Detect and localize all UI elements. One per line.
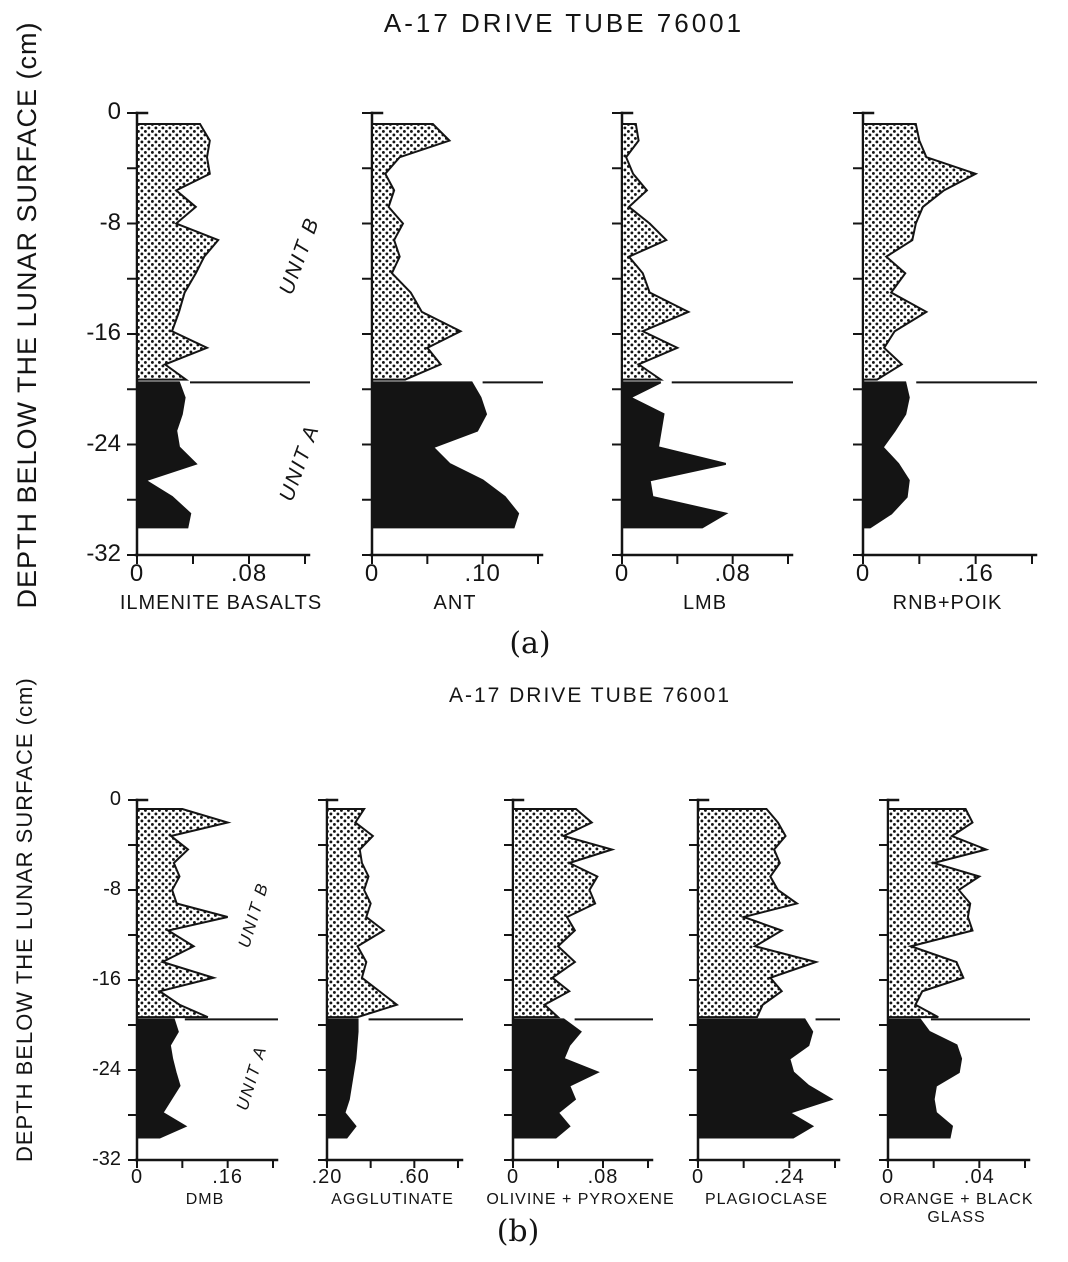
chart-x-label: DMB xyxy=(185,1191,225,1208)
unit-a-profile xyxy=(371,381,520,529)
unit-b-profile xyxy=(136,123,220,381)
depth-tick-label: -24 xyxy=(92,1057,121,1080)
unit-b-profile xyxy=(326,808,399,1019)
x-tick-label: .08 xyxy=(587,1166,619,1188)
unit-a-profile xyxy=(621,381,729,529)
chart-x-label: AGGLUTINATE xyxy=(331,1191,454,1208)
unit-b-profile xyxy=(862,123,979,381)
x-tick-label: .10 xyxy=(464,560,501,587)
chart-x-label: ORANGE + BLACK GLASS xyxy=(879,1191,1034,1227)
chart-x-label: PLAGIOCLASE xyxy=(704,1191,829,1208)
panel-b-title: A-17 DRIVE TUBE 76001 xyxy=(448,684,732,707)
panel-a-depth-axis-label: DEPTH BELOW THE LUNAR SURFACE (cm) xyxy=(12,21,42,609)
panel-b-depth-axis-label: DEPTH BELOW THE LUNAR SURFACE (cm) xyxy=(12,677,37,1162)
chart-x-label: OLIVINE + PYROXENE xyxy=(486,1191,675,1208)
depth-tick-label: -8 xyxy=(99,208,121,236)
unit-b-profile xyxy=(887,808,990,1019)
unit-a-profile xyxy=(326,1018,359,1139)
unit-a-profile xyxy=(136,381,198,529)
x-tick-label: 0 xyxy=(364,560,380,587)
panel-b-letter: (b) xyxy=(496,1214,540,1249)
panel-a-letter: (a) xyxy=(509,626,551,661)
x-tick-label: 0 xyxy=(130,1166,144,1188)
x-tick-label: .20 xyxy=(311,1166,343,1188)
depth-tick-label: -16 xyxy=(92,967,121,990)
unit-b-profile xyxy=(371,123,463,381)
depth-tick-label: 0 xyxy=(107,98,121,126)
x-tick-label: .60 xyxy=(398,1166,430,1188)
unit-a-profile xyxy=(697,1018,834,1139)
x-tick-label: 0 xyxy=(881,1166,895,1188)
unit-b-profile xyxy=(621,123,691,381)
unit-b-profile xyxy=(136,808,232,1019)
x-tick-label: .08 xyxy=(230,560,268,587)
chart-x-label: ILMENITE BASALTS xyxy=(119,592,323,614)
x-tick-label: .08 xyxy=(714,560,751,587)
x-tick-label: .16 xyxy=(957,560,994,587)
depth-tick-label: -24 xyxy=(86,429,121,457)
x-tick-label: .24 xyxy=(773,1166,805,1188)
x-tick-label: .16 xyxy=(212,1166,244,1188)
unit-a-profile xyxy=(862,381,910,529)
chart-x-label: ANT xyxy=(433,592,477,614)
panel-a-title: A-17 DRIVE TUBE 76001 xyxy=(383,8,745,38)
x-tick-label: 0 xyxy=(855,560,871,587)
chart-x-label: LMB xyxy=(682,592,728,614)
x-tick-label: 0 xyxy=(691,1166,705,1188)
depth-tick-label: 0 xyxy=(109,787,121,810)
unit-a-profile xyxy=(136,1018,188,1139)
x-tick-label: 0 xyxy=(129,560,145,587)
depth-tick-label: -8 xyxy=(103,877,121,900)
unit-a-profile xyxy=(512,1018,600,1139)
unit-a-profile xyxy=(887,1018,963,1139)
x-tick-label: 0 xyxy=(614,560,630,587)
unit-b-profile xyxy=(697,808,820,1019)
depth-tick-label: -32 xyxy=(86,540,121,568)
unit-b-profile xyxy=(512,808,616,1019)
depth-tick-label: -16 xyxy=(86,319,121,347)
depth-tick-label: -32 xyxy=(92,1147,121,1170)
x-tick-label: .04 xyxy=(963,1166,995,1188)
x-tick-label: 0 xyxy=(506,1166,520,1188)
chart-x-label: RNB+POIK xyxy=(892,592,1003,614)
